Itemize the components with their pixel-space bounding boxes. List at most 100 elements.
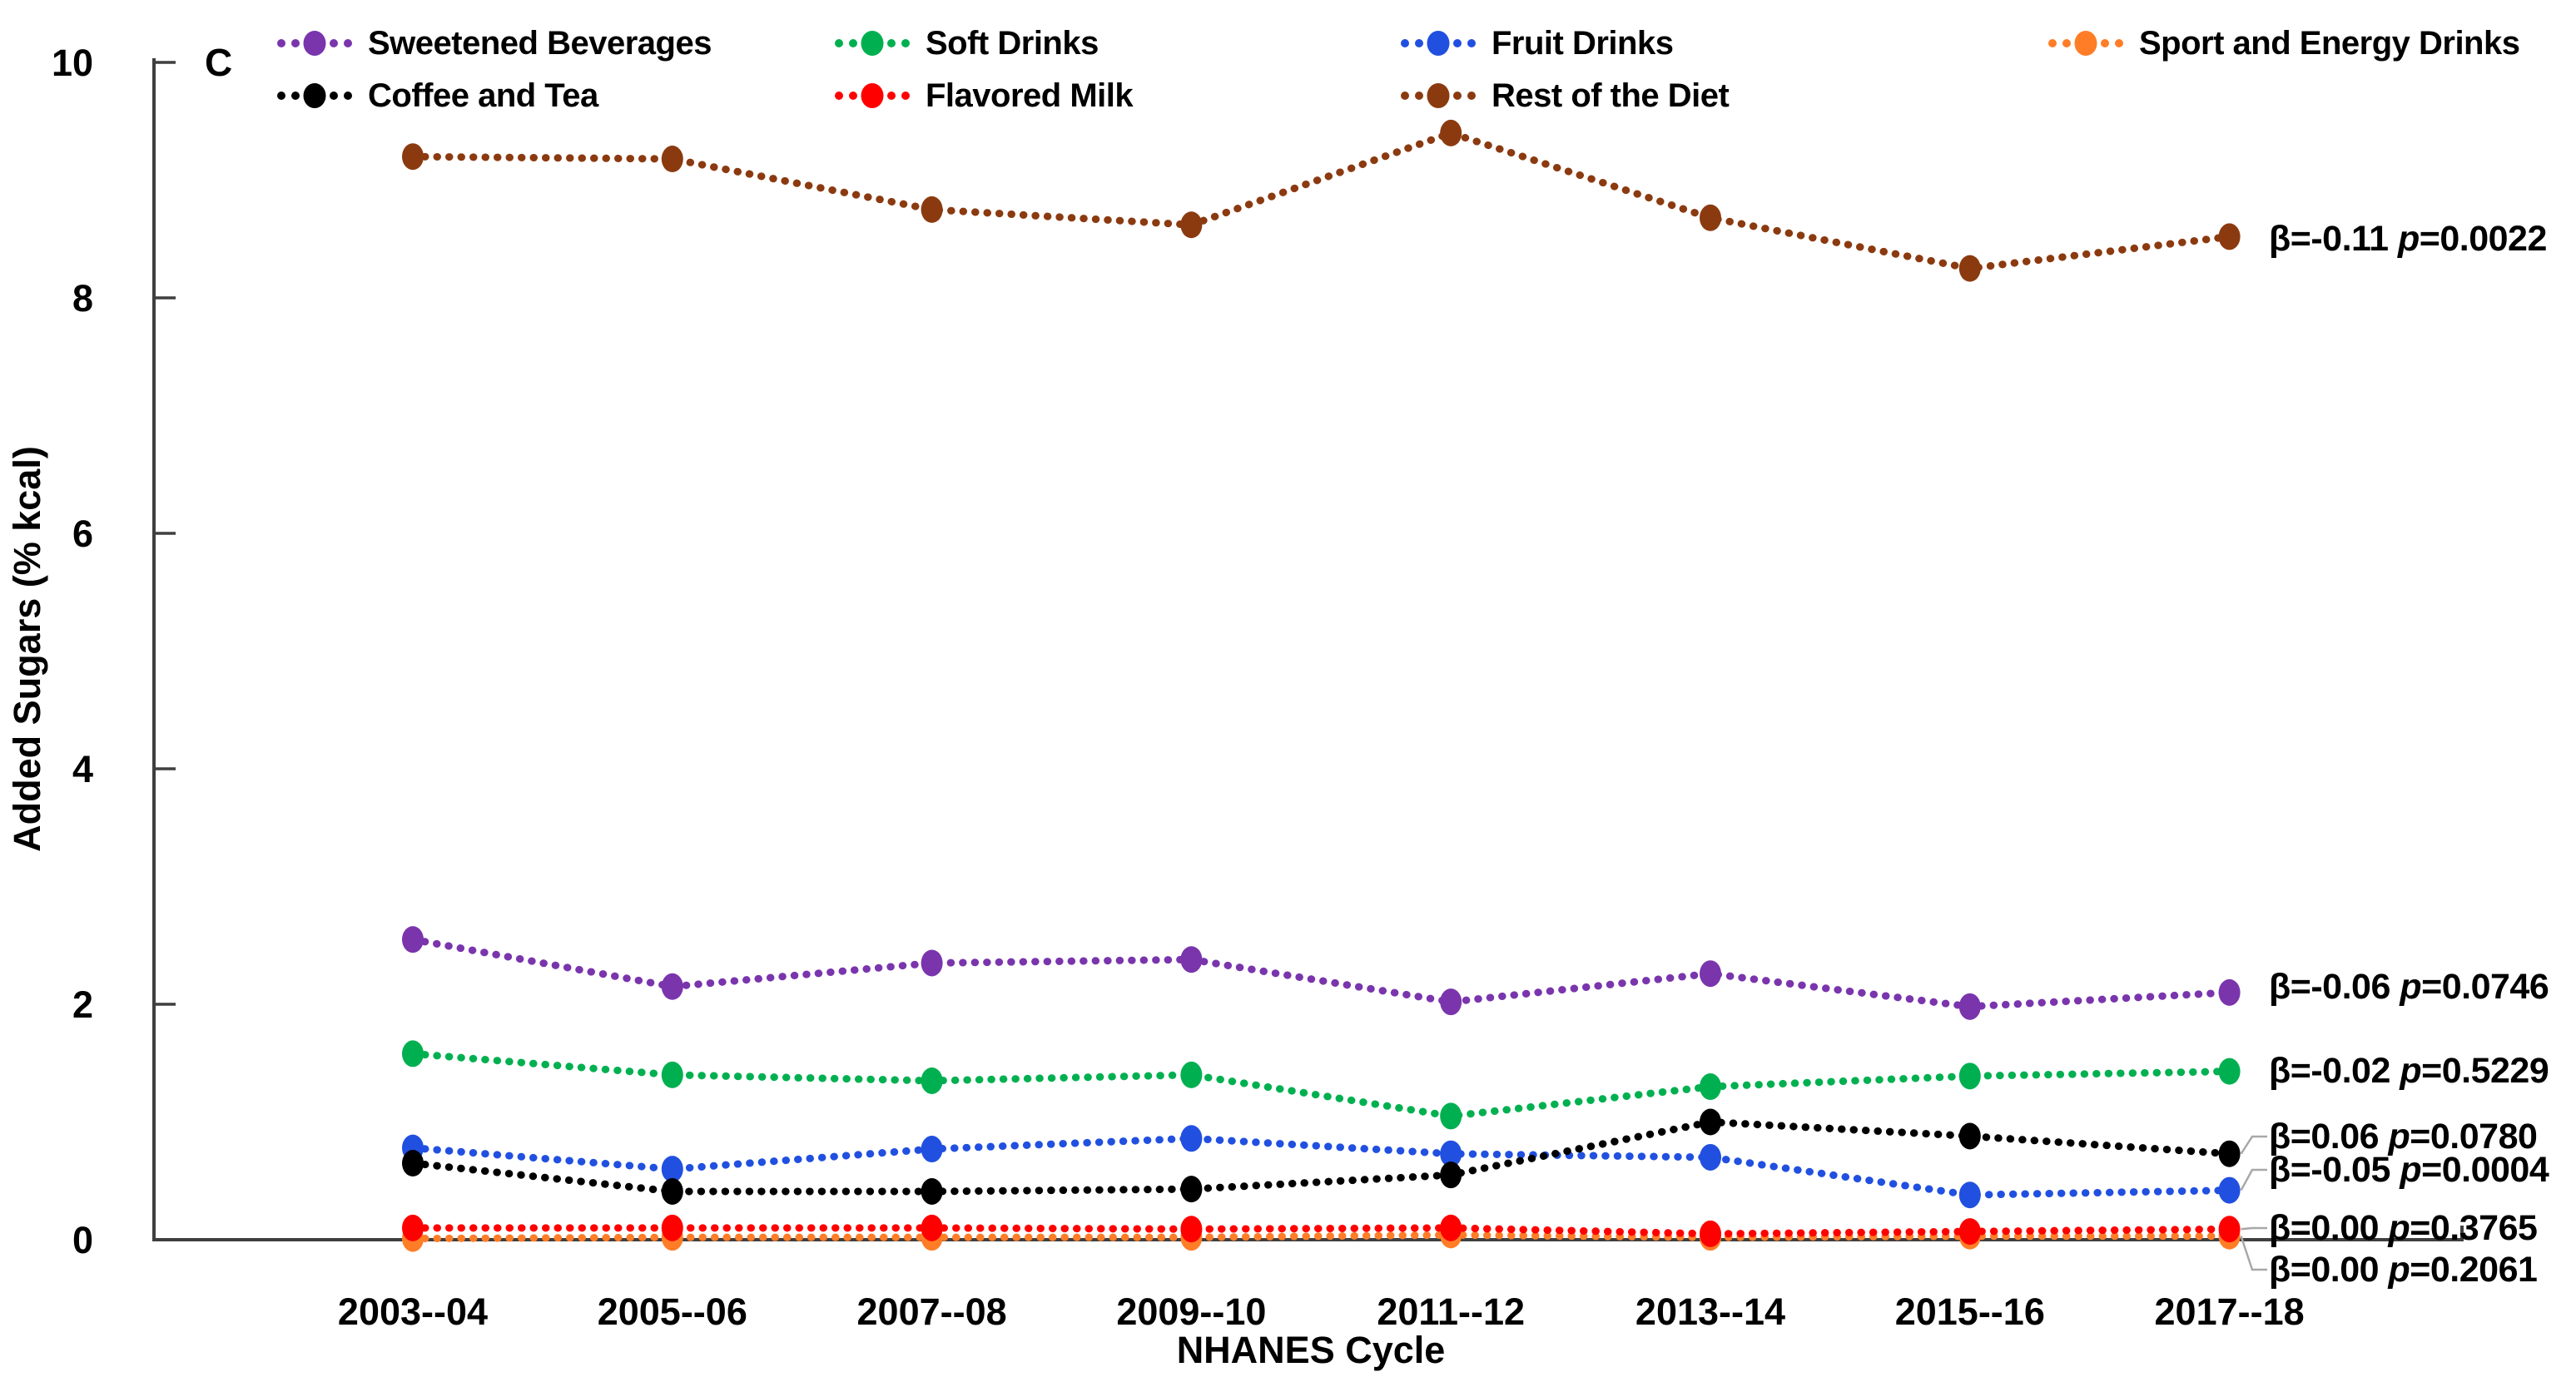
y-tick-label: 10 bbox=[52, 42, 93, 84]
y-axis-title: Added Sugars (% kcal) bbox=[6, 446, 48, 852]
beta-value: β=0.06 bbox=[2269, 1117, 2389, 1157]
point-soft-drinks-7 bbox=[2218, 1058, 2241, 1085]
x-tick-label: 2005--06 bbox=[598, 1290, 747, 1333]
leader-line-fruit-drinks bbox=[2240, 1168, 2267, 1191]
line-fruit-drinks bbox=[409, 1134, 2234, 1199]
point-sweetened-beverages-6 bbox=[1958, 993, 1981, 1020]
beta-value: β=-0.05 bbox=[2269, 1150, 2400, 1190]
point-coffee-and-tea-0 bbox=[402, 1150, 424, 1177]
p-value: =0.0022 bbox=[2419, 219, 2548, 259]
annotation-flavored-milk: β=0.00 p=0.3765 bbox=[2269, 1205, 2538, 1251]
legend-label: Sport and Energy Drinks bbox=[2139, 24, 2520, 62]
legend-label: Coffee and Tea bbox=[368, 77, 598, 114]
point-coffee-and-tea-7 bbox=[2218, 1140, 2241, 1167]
point-soft-drinks-0 bbox=[402, 1040, 424, 1067]
leader-line-flavored-milk bbox=[2241, 1226, 2267, 1231]
annotation-coffee-and-tea: β=0.06 p=0.0780 bbox=[2269, 1113, 2538, 1160]
point-coffee-and-tea-6 bbox=[1958, 1122, 1981, 1150]
point-rest-of-the-diet-6 bbox=[1958, 255, 1981, 282]
p-symbol: p bbox=[2400, 967, 2422, 1007]
legend-item-soft-drinks: Soft Drinks bbox=[832, 24, 1099, 62]
point-rest-of-the-diet-5 bbox=[1700, 204, 1721, 231]
annotation-sweetened-beverages: β=-0.06 p=0.0746 bbox=[2269, 963, 2549, 1010]
p-symbol: p bbox=[2397, 219, 2420, 259]
annotation-fruit-drinks: β=-0.05 p=0.0004 bbox=[2269, 1147, 2549, 1193]
point-fruit-drinks-3 bbox=[1180, 1125, 1203, 1152]
panel-label: C bbox=[205, 41, 233, 84]
line-coffee-and-tea bbox=[409, 1117, 2234, 1196]
beta-value: β=0.00 bbox=[2269, 1250, 2389, 1290]
point-rest-of-the-diet-7 bbox=[2218, 223, 2241, 250]
axis-lines bbox=[152, 58, 2464, 1241]
point-sweetened-beverages-4 bbox=[1440, 988, 1462, 1016]
beta-value: β=-0.11 bbox=[2269, 219, 2398, 259]
point-fruit-drinks-5 bbox=[1700, 1143, 1721, 1171]
point-rest-of-the-diet-4 bbox=[1440, 119, 1462, 146]
x-tick-label: 2007--08 bbox=[857, 1290, 1007, 1333]
p-value: =0.3765 bbox=[2410, 1208, 2538, 1248]
x-tick-label: 2011--12 bbox=[1377, 1290, 1525, 1333]
point-flavored-milk-3 bbox=[1180, 1216, 1203, 1243]
x-tick-label: 2017--18 bbox=[2155, 1290, 2305, 1333]
legend-label: Flavored Milk bbox=[926, 77, 1134, 114]
legend-label: Soft Drinks bbox=[926, 24, 1099, 62]
leader-line-coffee-and-tea bbox=[2240, 1135, 2267, 1155]
point-flavored-milk-6 bbox=[1958, 1218, 1981, 1246]
legend-marker-icon bbox=[277, 31, 352, 56]
point-rest-of-the-diet-0 bbox=[402, 143, 424, 171]
annotation-soft-drinks: β=-0.02 p=0.5229 bbox=[2269, 1048, 2549, 1094]
point-flavored-milk-1 bbox=[661, 1214, 683, 1241]
line-sport-and-energy-drinks bbox=[409, 1231, 2234, 1243]
point-flavored-milk-4 bbox=[1440, 1214, 1462, 1241]
x-axis-title: NHANES Cycle bbox=[1177, 1329, 1446, 1371]
point-fruit-drinks-1 bbox=[661, 1156, 683, 1183]
p-symbol: p bbox=[2400, 1150, 2422, 1190]
legend-item-rest-of-the-diet: Rest of the Diet bbox=[1398, 77, 1730, 114]
point-sweetened-beverages-3 bbox=[1180, 946, 1203, 973]
legend-item-sport-and-energy-drinks: Sport and Energy Drinks bbox=[2046, 24, 2520, 62]
legend-marker-icon bbox=[1401, 83, 1476, 108]
p-value: =0.0004 bbox=[2421, 1150, 2549, 1190]
point-flavored-milk-7 bbox=[2218, 1216, 2241, 1243]
legend-label: Sweetened Beverages bbox=[368, 24, 712, 62]
point-rest-of-the-diet-3 bbox=[1180, 211, 1203, 239]
point-sweetened-beverages-0 bbox=[402, 926, 424, 953]
point-soft-drinks-1 bbox=[661, 1061, 683, 1088]
point-sweetened-beverages-2 bbox=[921, 949, 943, 977]
p-symbol: p bbox=[2388, 1117, 2410, 1157]
y-tick-label: 8 bbox=[72, 277, 93, 319]
p-value: =0.0746 bbox=[2421, 967, 2549, 1007]
p-value: =0.0780 bbox=[2410, 1117, 2538, 1157]
point-soft-drinks-4 bbox=[1440, 1102, 1462, 1130]
point-flavored-milk-5 bbox=[1700, 1220, 1721, 1247]
point-fruit-drinks-7 bbox=[2218, 1176, 2241, 1204]
legend-item-flavored-milk: Flavored Milk bbox=[832, 77, 1134, 114]
annotation-sport-and-energy-drinks: β=0.00 p=0.2061 bbox=[2269, 1246, 2538, 1293]
point-coffee-and-tea-3 bbox=[1180, 1176, 1203, 1203]
p-value: =0.5229 bbox=[2421, 1051, 2549, 1091]
point-coffee-and-tea-1 bbox=[661, 1177, 683, 1205]
chart-legend: Sweetened Beverages Soft Drinks Fruit Drin… bbox=[0, 0, 2576, 133]
legend-marker-icon bbox=[835, 83, 910, 108]
y-tick-label: 6 bbox=[72, 513, 93, 555]
point-soft-drinks-3 bbox=[1180, 1061, 1203, 1088]
point-flavored-milk-0 bbox=[402, 1214, 424, 1241]
y-tick-label: 4 bbox=[72, 748, 93, 790]
beta-value: β=-0.06 bbox=[2269, 967, 2400, 1007]
annotation-rest-of-the-diet: β=-0.11 p=0.0022 bbox=[2269, 215, 2547, 262]
point-soft-drinks-2 bbox=[921, 1067, 943, 1094]
point-sweetened-beverages-1 bbox=[661, 973, 683, 1000]
point-sweetened-beverages-5 bbox=[1700, 960, 1721, 988]
line-rest-of-the-diet bbox=[409, 129, 2234, 273]
point-soft-drinks-5 bbox=[1700, 1073, 1721, 1101]
legend-marker-icon bbox=[2048, 31, 2123, 56]
point-flavored-milk-2 bbox=[921, 1214, 943, 1241]
legend-marker-icon bbox=[1401, 31, 1476, 56]
beta-value: β=-0.02 bbox=[2269, 1051, 2400, 1091]
legend-item-fruit-drinks: Fruit Drinks bbox=[1398, 24, 1674, 62]
line-flavored-milk bbox=[409, 1224, 2234, 1238]
legend-label: Fruit Drinks bbox=[1491, 24, 1674, 62]
point-coffee-and-tea-4 bbox=[1440, 1162, 1462, 1189]
